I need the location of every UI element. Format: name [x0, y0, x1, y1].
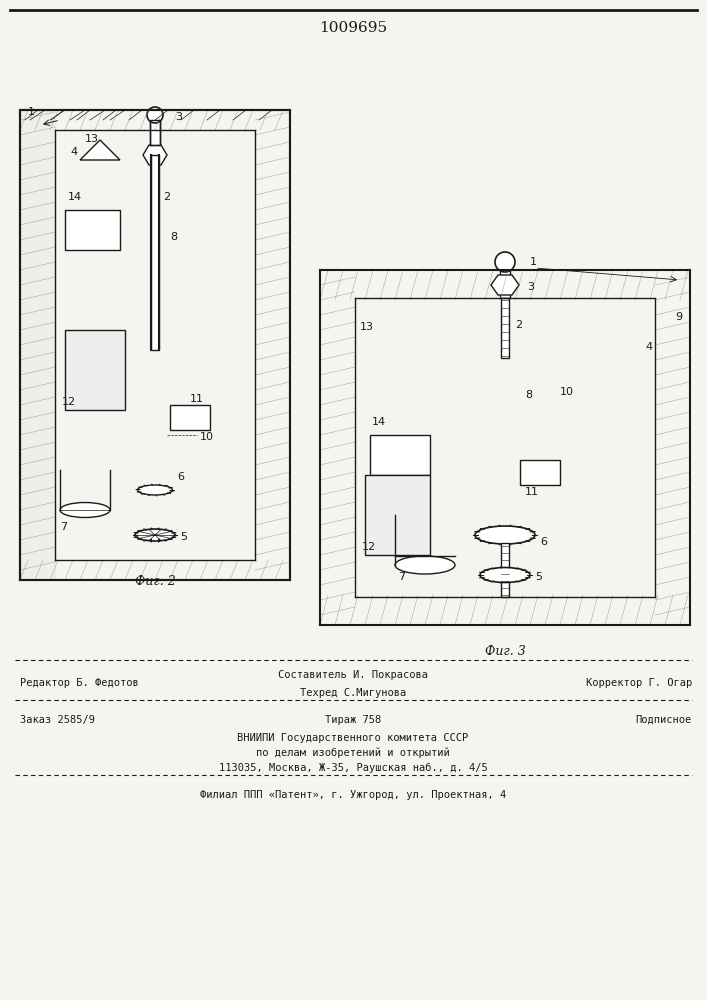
Text: 3: 3 [175, 112, 182, 122]
Text: Заказ 2585/9: Заказ 2585/9 [20, 715, 95, 725]
Text: 13: 13 [85, 134, 99, 144]
Text: 12: 12 [62, 397, 76, 407]
Polygon shape [500, 270, 510, 298]
Text: 11: 11 [190, 394, 204, 404]
Text: 14: 14 [372, 417, 386, 427]
Polygon shape [501, 543, 509, 597]
Text: 10: 10 [560, 387, 574, 397]
Text: 8: 8 [170, 232, 177, 242]
Text: Фиг. 3: Фиг. 3 [484, 645, 525, 658]
FancyBboxPatch shape [370, 435, 431, 475]
Ellipse shape [137, 485, 173, 495]
Text: 7: 7 [60, 522, 67, 532]
FancyBboxPatch shape [65, 330, 125, 410]
Polygon shape [491, 275, 519, 295]
Text: 1: 1 [530, 257, 537, 267]
Text: Корректор Г. Огар: Корректор Г. Огар [586, 678, 692, 688]
Text: Редактор Б. Федотов: Редактор Б. Федотов [20, 678, 139, 688]
Text: 2: 2 [515, 320, 522, 330]
Text: 5: 5 [180, 532, 187, 542]
Text: 113035, Москва, Ж-35, Раушская наб., д. 4/5: 113035, Москва, Ж-35, Раушская наб., д. … [218, 763, 487, 773]
Text: Филиал ППП «Патент», г. Ужгород, ул. Проектная, 4: Филиал ППП «Патент», г. Ужгород, ул. Про… [200, 790, 506, 800]
Text: 10: 10 [200, 432, 214, 442]
Ellipse shape [475, 526, 535, 544]
Polygon shape [501, 298, 509, 358]
Polygon shape [143, 145, 167, 165]
Text: 12: 12 [362, 542, 376, 552]
Circle shape [495, 252, 515, 272]
Text: 14: 14 [68, 192, 82, 202]
FancyBboxPatch shape [520, 460, 561, 485]
Text: Тираж 758: Тираж 758 [325, 715, 381, 725]
Text: 4: 4 [645, 342, 652, 352]
Text: 7: 7 [398, 572, 405, 582]
FancyBboxPatch shape [170, 405, 210, 430]
FancyBboxPatch shape [65, 210, 120, 250]
Text: 4: 4 [70, 147, 77, 157]
Text: 8: 8 [525, 390, 532, 400]
Circle shape [147, 107, 163, 123]
FancyBboxPatch shape [365, 475, 431, 555]
Text: 5: 5 [535, 572, 542, 582]
Text: Составитель И. Покрасова: Составитель И. Покрасова [278, 670, 428, 680]
Polygon shape [150, 120, 160, 145]
Ellipse shape [135, 529, 175, 541]
Ellipse shape [395, 556, 455, 574]
Polygon shape [151, 155, 159, 350]
Text: Подписное: Подписное [636, 715, 692, 725]
Text: Техред С.Мигунова: Техред С.Мигунова [300, 688, 406, 698]
Text: 1: 1 [28, 107, 35, 117]
Text: ВНИИПИ Государственного комитета СССР: ВНИИПИ Государственного комитета СССР [238, 733, 469, 743]
Text: по делам изобретений и открытий: по делам изобретений и открытий [256, 748, 450, 758]
Text: 1009695: 1009695 [319, 21, 387, 35]
Text: 6: 6 [540, 537, 547, 547]
Text: Фиг. 2: Фиг. 2 [134, 575, 175, 588]
Text: 2: 2 [163, 192, 170, 202]
Polygon shape [80, 140, 120, 160]
Ellipse shape [60, 502, 110, 518]
Ellipse shape [480, 568, 530, 582]
Text: 13: 13 [360, 322, 374, 332]
Text: 9: 9 [675, 312, 682, 322]
Text: 11: 11 [525, 487, 539, 497]
Text: 6: 6 [177, 472, 184, 482]
Text: 3: 3 [527, 282, 534, 292]
